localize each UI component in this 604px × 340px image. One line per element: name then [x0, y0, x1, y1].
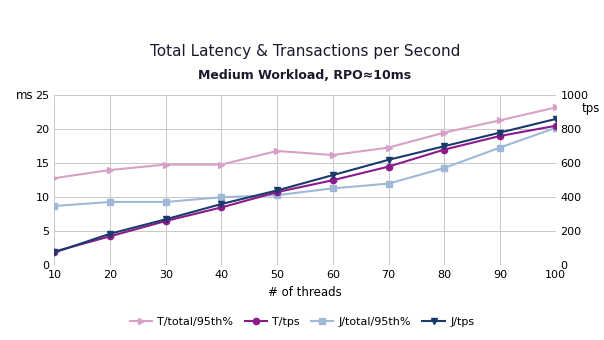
T/tps: [162, 219, 169, 223]
J/tps: [51, 250, 58, 254]
J/total/95th%: [218, 195, 225, 199]
J/total/95th%: [385, 182, 392, 186]
J/tps: [106, 232, 114, 236]
T/tps: [218, 205, 225, 209]
T/total/95th%: [385, 146, 392, 150]
J/total/95th%: [162, 200, 169, 204]
J/total/95th%: [496, 146, 504, 150]
T/total/95th%: [329, 153, 336, 157]
X-axis label: # of threads: # of threads: [268, 286, 342, 299]
Y-axis label: tps: tps: [582, 102, 600, 115]
J/tps: [329, 173, 336, 177]
T/tps: [441, 148, 448, 152]
J/tps: [385, 158, 392, 162]
T/tps: [552, 124, 559, 128]
T/total/95th%: [106, 168, 114, 172]
Y-axis label: ms: ms: [16, 89, 33, 102]
T/total/95th%: [441, 131, 448, 135]
T/total/95th%: [496, 118, 504, 122]
J/tps: [274, 188, 281, 192]
J/tps: [162, 217, 169, 221]
T/tps: [496, 134, 504, 138]
J/tps: [218, 202, 225, 206]
Text: Medium Workload, RPO≈10ms: Medium Workload, RPO≈10ms: [199, 69, 411, 82]
J/total/95th%: [106, 200, 114, 204]
J/total/95th%: [274, 193, 281, 197]
Title: Total Latency & Transactions per Second: Total Latency & Transactions per Second: [150, 44, 460, 59]
T/total/95th%: [162, 163, 169, 167]
J/tps: [552, 117, 559, 121]
Line: J/tps: J/tps: [51, 116, 559, 256]
J/total/95th%: [329, 186, 336, 190]
Line: J/total/95th%: J/total/95th%: [51, 124, 559, 209]
J/tps: [441, 144, 448, 148]
T/total/95th%: [218, 163, 225, 167]
T/tps: [385, 165, 392, 169]
T/tps: [106, 234, 114, 238]
T/total/95th%: [552, 105, 559, 109]
J/total/95th%: [552, 126, 559, 130]
Legend: T/total/95th%, T/tps, J/total/95th%, J/tps: T/total/95th%, T/tps, J/total/95th%, J/t…: [125, 312, 479, 331]
J/total/95th%: [51, 204, 58, 208]
T/tps: [329, 178, 336, 182]
T/tps: [51, 250, 58, 254]
J/tps: [496, 131, 504, 135]
T/total/95th%: [51, 176, 58, 180]
J/total/95th%: [441, 166, 448, 170]
T/total/95th%: [274, 149, 281, 153]
Line: T/tps: T/tps: [51, 123, 559, 255]
T/tps: [274, 190, 281, 194]
Line: T/total/95th%: T/total/95th%: [51, 104, 559, 182]
